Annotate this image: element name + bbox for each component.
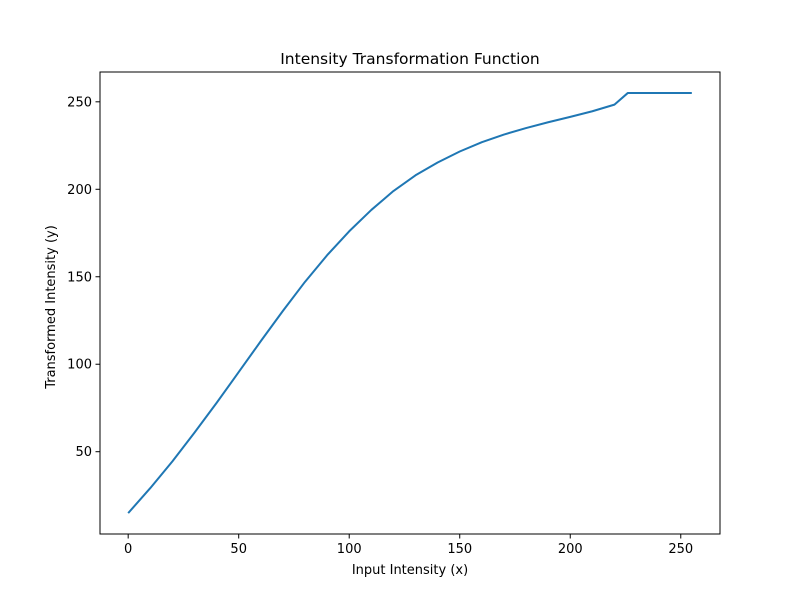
y-tick-label: 250 [67, 95, 92, 110]
x-tick-label: 50 [230, 542, 247, 557]
x-tick-label: 150 [447, 542, 472, 557]
axes-layer: 0 50 100 150 200 250 50 100 150 200 250 [67, 71, 721, 557]
plot-layer [127, 92, 692, 514]
y-tick-label: 50 [75, 445, 92, 460]
y-tick-label: 150 [67, 270, 92, 285]
chart-title: Intensity Transformation Function [280, 50, 540, 68]
y-tick-label: 100 [67, 358, 92, 373]
x-tick-label: 250 [668, 542, 693, 557]
x-tick-label: 100 [337, 542, 362, 557]
axes-frame [99, 71, 721, 535]
y-tick-label: 200 [67, 183, 92, 198]
x-axis-label: Input Intensity (x) [352, 563, 468, 578]
x-tick-label: 0 [124, 542, 132, 557]
series-line-0 [127, 92, 692, 514]
y-axis-label: Transformed Intensity (y) [44, 225, 59, 390]
x-tick-label: 200 [558, 542, 583, 557]
